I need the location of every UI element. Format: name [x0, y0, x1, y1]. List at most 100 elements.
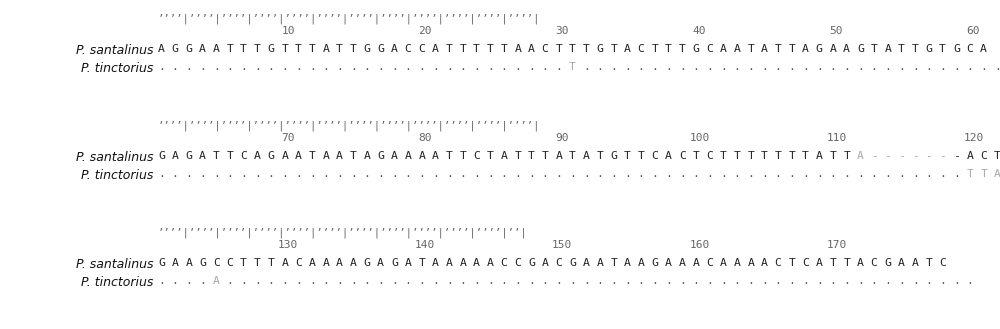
Text: 70: 70	[281, 133, 295, 143]
Text: .: .	[185, 63, 192, 72]
Text: .: .	[227, 63, 233, 72]
Text: C: C	[514, 258, 521, 268]
Text: T: T	[213, 151, 220, 161]
Text: A: A	[528, 44, 535, 54]
Text: T: T	[679, 44, 686, 54]
Text: .: .	[240, 169, 247, 179]
Text: T: T	[994, 151, 1000, 161]
Text: .: .	[542, 63, 549, 72]
Text: .: .	[871, 276, 878, 286]
Text: .: .	[528, 63, 535, 72]
Text: T: T	[514, 151, 521, 161]
Text: A: A	[432, 258, 439, 268]
Text: 90: 90	[556, 133, 569, 143]
Text: G: G	[185, 44, 192, 54]
Text: .: .	[501, 63, 507, 72]
Text: A: A	[747, 258, 754, 268]
Text: .: .	[473, 63, 480, 72]
Text: G: G	[268, 151, 275, 161]
Text: A: A	[898, 258, 905, 268]
Text: .: .	[555, 63, 562, 72]
Text: .: .	[747, 169, 754, 179]
Text: C: C	[542, 44, 549, 54]
Text: -: -	[912, 151, 919, 161]
Text: .: .	[953, 63, 960, 72]
Text: G: G	[185, 151, 192, 161]
Text: T: T	[610, 258, 617, 268]
Text: .: .	[501, 169, 507, 179]
Text: .: .	[418, 169, 425, 179]
Text: G: G	[651, 258, 658, 268]
Text: .: .	[336, 169, 343, 179]
Text: T: T	[624, 151, 631, 161]
Text: C: C	[980, 151, 987, 161]
Text: A: A	[857, 258, 864, 268]
Text: A: A	[446, 258, 453, 268]
Text: .: .	[583, 169, 590, 179]
Text: T: T	[665, 44, 672, 54]
Text: T: T	[487, 44, 494, 54]
Text: .: .	[720, 276, 727, 286]
Text: A: A	[322, 151, 329, 161]
Text: .: .	[679, 63, 686, 72]
Text: 80: 80	[418, 133, 432, 143]
Text: T: T	[788, 258, 795, 268]
Text: T: T	[528, 151, 535, 161]
Text: T: T	[460, 151, 466, 161]
Text: 20: 20	[418, 26, 432, 36]
Text: A: A	[720, 44, 727, 54]
Text: -: -	[884, 151, 891, 161]
Text: T: T	[295, 44, 302, 54]
Text: G: G	[172, 44, 179, 54]
Text: .: .	[912, 63, 919, 72]
Text: .: .	[391, 63, 398, 72]
Text: T: T	[734, 151, 740, 161]
Text: .: .	[158, 276, 165, 286]
Text: T: T	[939, 44, 946, 54]
Text: .: .	[309, 276, 316, 286]
Text: .: .	[747, 276, 754, 286]
Text: A: A	[254, 151, 261, 161]
Text: .: .	[336, 276, 343, 286]
Text: 10: 10	[281, 26, 295, 36]
Text: P. tinctorius: P. tinctorius	[81, 169, 153, 182]
Text: T: T	[651, 44, 658, 54]
Text: 120: 120	[963, 133, 984, 143]
Text: .: .	[322, 169, 329, 179]
Text: 110: 110	[826, 133, 847, 143]
Text: C: C	[555, 258, 562, 268]
Text: .: .	[391, 169, 398, 179]
Text: A: A	[418, 151, 425, 161]
Text: A: A	[692, 258, 699, 268]
Text: A: A	[597, 258, 603, 268]
Text: .: .	[542, 169, 549, 179]
Text: C: C	[706, 44, 713, 54]
Text: A: A	[555, 151, 562, 161]
Text: A: A	[350, 258, 357, 268]
Text: .: .	[871, 63, 878, 72]
Text: G: G	[268, 44, 275, 54]
Text: ’’’’|’’’’|’’’’|’’’’|’’’’|’’’’|’’’’|’’’’|’’’’|’’’’|’’’’|’’’’|: ’’’’|’’’’|’’’’|’’’’|’’’’|’’’’|’’’’|’’’’|…	[158, 13, 540, 24]
Text: .: .	[939, 276, 946, 286]
Text: .: .	[802, 276, 809, 286]
Text: .: .	[679, 276, 686, 286]
Text: .: .	[857, 169, 864, 179]
Text: 130: 130	[278, 240, 298, 250]
Text: .: .	[432, 276, 439, 286]
Text: G: G	[391, 258, 398, 268]
Text: T: T	[418, 258, 425, 268]
Text: .: .	[322, 276, 329, 286]
Text: .: .	[734, 169, 740, 179]
Text: A: A	[460, 258, 466, 268]
Text: .: .	[884, 276, 891, 286]
Text: T: T	[830, 258, 836, 268]
Text: .: .	[542, 276, 549, 286]
Text: .: .	[665, 169, 672, 179]
Text: .: .	[665, 63, 672, 72]
Text: .: .	[720, 63, 727, 72]
Text: .: .	[843, 63, 850, 72]
Text: .: .	[432, 63, 439, 72]
Text: .: .	[336, 63, 343, 72]
Text: G: G	[884, 258, 891, 268]
Text: .: .	[953, 276, 960, 286]
